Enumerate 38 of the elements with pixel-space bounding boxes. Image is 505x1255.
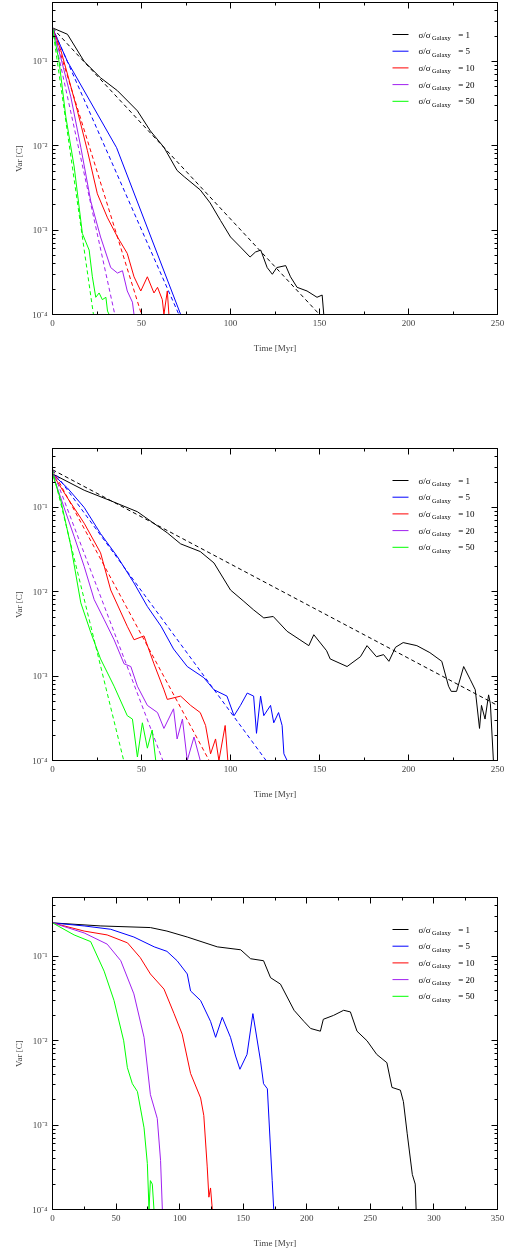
y-tick-label: 10⁻² (32, 1035, 48, 1046)
y-tick-label: 10⁻² (32, 586, 48, 597)
x-tick-label: 350 (490, 1212, 505, 1223)
x-tick-label: 250 (363, 1212, 378, 1223)
x-tick-label: 150 (236, 1212, 251, 1223)
y-tick-label: 10⁻⁴ (32, 1204, 48, 1215)
y-tick-label: 10⁻¹ (32, 951, 48, 962)
y-tick-label: 10⁻² (32, 140, 48, 151)
x-tick-label: 100 (172, 1212, 187, 1223)
y-axis-title: Var [C] (14, 145, 25, 172)
x-tick-label: 300 (427, 1212, 442, 1223)
y-tick-label: 10⁻³ (32, 1120, 48, 1131)
y-tick-label: 10⁻³ (32, 671, 48, 682)
x-tick-label: 250 (490, 763, 505, 774)
x-tick-label: 200 (401, 763, 416, 774)
x-tick-label: 100 (223, 763, 238, 774)
x-tick-label: 150 (312, 317, 327, 328)
x-tick-label: 50 (137, 317, 147, 328)
y-tick-label: 10⁻¹ (32, 56, 48, 67)
x-axis-title: Time [Myr] (253, 788, 297, 799)
x-axis-title: Time [Myr] (253, 1237, 297, 1248)
x-tick-label: 50 (111, 1212, 122, 1223)
x-tick-label: 250 (490, 317, 505, 328)
y-tick-label: 10⁻⁴ (32, 755, 48, 766)
y-axis-title: Var [C] (14, 1040, 25, 1067)
x-tick-label: 0 (50, 763, 56, 774)
x-tick-label: 200 (401, 317, 416, 328)
x-tick-label: 100 (223, 317, 238, 328)
x-tick-label: 0 (50, 1212, 56, 1223)
x-axis-title: Time [Myr] (253, 342, 297, 353)
y-tick-label: 10⁻⁴ (32, 309, 48, 320)
y-axis-title: Var [C] (14, 591, 25, 618)
x-tick-label: 200 (300, 1212, 315, 1223)
x-tick-label: 150 (312, 763, 327, 774)
x-tick-label: 0 (50, 317, 56, 328)
x-tick-label: 50 (137, 763, 147, 774)
y-tick-label: 10⁻³ (32, 225, 48, 236)
y-tick-label: 10⁻¹ (32, 502, 48, 513)
